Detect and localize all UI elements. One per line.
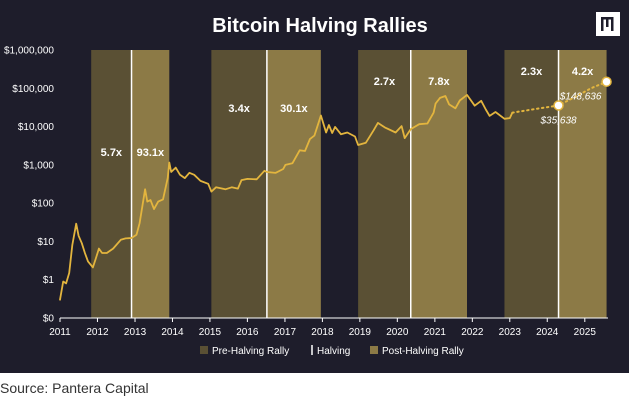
y-tick-label: $100 [32, 199, 55, 210]
legend: Pre-Halving Rally Halving Post-Halving Ral… [200, 345, 464, 357]
chart-title: Bitcoin Halving Rallies [212, 15, 428, 37]
x-tick-label: 2022 [461, 327, 484, 338]
post-halving-band [131, 50, 170, 318]
pre-halving-band [91, 50, 132, 318]
pre-halving-band [504, 50, 559, 318]
y-tick-label: $10,000 [18, 122, 55, 133]
x-tick-label: 2024 [536, 327, 559, 338]
x-tick-label: 2015 [199, 327, 222, 338]
chart-labels: 5.7x 93.1x 3.4x 30.1x 2.7x 7.8x 2.3x 4.2x $35,63… [101, 66, 612, 159]
pantera-logo-icon [596, 12, 620, 36]
x-tick-label: 2021 [424, 327, 447, 338]
x-tick-label: 2017 [274, 327, 297, 338]
projection-point [601, 76, 612, 87]
source-caption: Source: Pantera Capital [0, 380, 149, 396]
post-halving-band [266, 50, 321, 318]
y-tick-label: $100,000 [12, 84, 54, 95]
x-tick-label: 2020 [386, 327, 409, 338]
legend-label-pre: Pre-Halving Rally [212, 346, 289, 357]
rally-multiple-label: 30.1x [280, 103, 308, 115]
y-tick-label: $1 [43, 275, 55, 286]
x-tick-label: 2018 [311, 327, 334, 338]
rally-multiple-label: 3.4x [228, 103, 250, 115]
halving-lines [130, 50, 560, 318]
x-tick-label: 2025 [574, 327, 597, 338]
x-tick-label: 2011 [49, 327, 71, 338]
price-line [59, 94, 514, 301]
y-tick-label: $1,000 [23, 160, 54, 171]
post-halving-band [410, 50, 467, 318]
rally-multiple-label: 5.7x [101, 147, 123, 159]
x-tick-label: 2019 [349, 327, 372, 338]
y-tick-label: $1,000,000 [4, 46, 54, 57]
chart-svg: Bitcoin Halving Rallies $0 $1 $10 $100 $1,00… [4, 12, 620, 357]
x-tick-label: 2023 [499, 327, 522, 338]
price-annotation: $35,638 [539, 115, 577, 126]
legend-label-post: Post-Halving Rally [382, 346, 464, 357]
legend-swatch-pre [200, 346, 208, 354]
pre-halving-band [358, 50, 411, 318]
chart-panel: Bitcoin Halving Rallies $0 $1 $10 $100 $1,00… [0, 0, 629, 373]
rally-multiple-label: 93.1x [137, 147, 165, 159]
rally-multiple-label: 4.2x [572, 66, 594, 78]
legend-label-halving: Halving [317, 346, 350, 357]
rally-multiple-label: 2.3x [521, 66, 543, 78]
x-tick-label: 2012 [86, 327, 109, 338]
price-annotation: $148,636 [559, 92, 602, 103]
y-tick-label: $0 [43, 314, 55, 325]
x-tick-label: 2014 [161, 327, 184, 338]
x-tick-label: 2013 [124, 327, 147, 338]
y-tick-label: $10 [37, 237, 54, 248]
post-halving-band [558, 50, 607, 318]
legend-swatch-post [370, 346, 378, 354]
rally-multiple-label: 7.8x [428, 76, 450, 88]
rally-bands [91, 50, 607, 318]
projection-point [553, 100, 564, 111]
x-tick-label: 2016 [236, 327, 259, 338]
grid: $0 $1 $10 $100 $1,000 $10,000 $100,000 $1,000,0… [4, 46, 608, 338]
rally-multiple-label: 2.7x [374, 76, 396, 88]
